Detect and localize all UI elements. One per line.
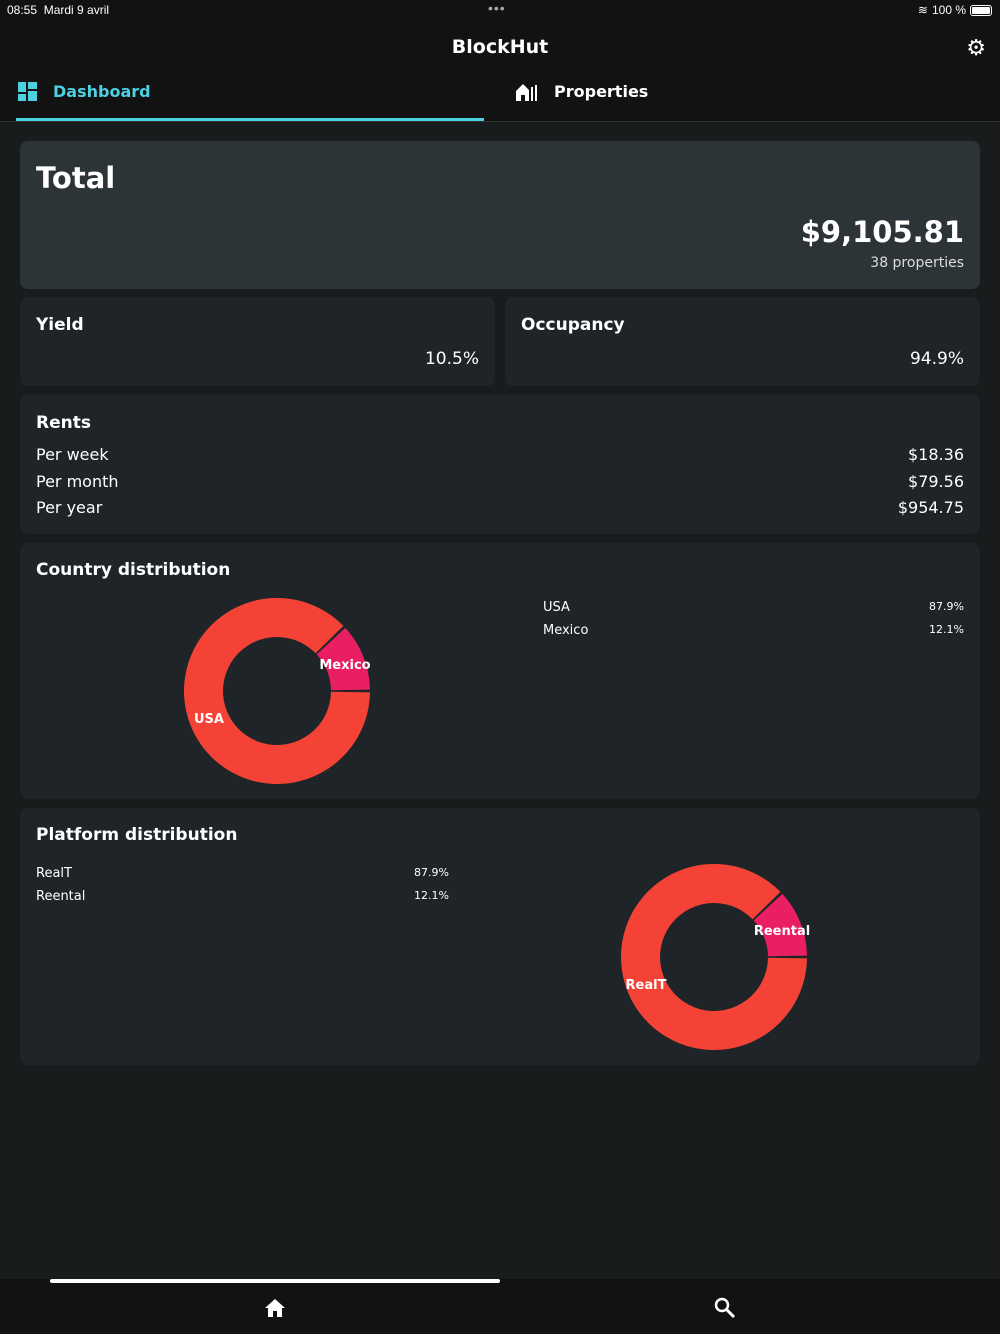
rents-card: Rents Per week $18.36 Per month $79.56 Per…	[20, 395, 980, 534]
platform-title: Platform distribution	[36, 825, 238, 845]
slice-label: Mexico	[319, 658, 370, 673]
battery-icon	[970, 4, 992, 16]
property-count: 38 properties	[870, 255, 964, 271]
donut-slice-reental	[753, 893, 807, 957]
country-title: Country distribution	[36, 560, 231, 580]
occupancy-card: Occupancy 94.9%	[505, 297, 980, 386]
yield-title: Yield	[36, 315, 84, 335]
total-title: Total	[36, 161, 116, 195]
platform-donut: RealT Reental	[621, 864, 810, 1050]
properties-icon	[516, 83, 537, 101]
tab-properties[interactable]: Properties	[516, 82, 648, 101]
wifi-icon: ≋	[917, 3, 928, 17]
occupancy-value: 94.9%	[909, 349, 964, 369]
donut-slice-realt	[621, 864, 807, 1050]
donut-slice-mexico	[316, 627, 370, 691]
rent-row: Per month $79.56	[36, 472, 964, 491]
tab-label: Properties	[554, 82, 649, 101]
rent-row: Per week $18.36	[36, 445, 964, 464]
platform-card: Platform distribution RealT 87.9% Reental…	[20, 808, 980, 1065]
gear-icon[interactable]: ⚙	[966, 36, 986, 61]
tab-label: Dashboard	[53, 82, 151, 101]
legend-item: Reental 12.1%	[36, 889, 449, 904]
active-tab-indicator	[16, 118, 484, 121]
donut-slice-usa	[183, 598, 370, 784]
selected-indicator	[50, 1279, 500, 1283]
yield-value: 10.5%	[424, 349, 479, 369]
status-time: 08:55 Mardi 9 avril	[7, 3, 110, 17]
rent-row: Per year $954.75	[36, 498, 964, 517]
rents-title: Rents	[36, 413, 91, 433]
app-header: BlockHut ⚙ Dashboard Properties	[0, 22, 1000, 122]
app-title: BlockHut	[451, 36, 549, 58]
search-icon[interactable]	[714, 1297, 736, 1319]
occupancy-title: Occupancy	[521, 315, 625, 335]
country-card: Country distribution USA Mexico USA 87.9% …	[20, 543, 980, 799]
multitask-dots[interactable]: •••	[488, 0, 506, 16]
bottom-nav	[0, 1279, 1000, 1334]
yield-card: Yield 10.5%	[20, 297, 495, 386]
tab-dashboard[interactable]: Dashboard	[18, 82, 151, 101]
dashboard-icon	[18, 82, 37, 101]
slice-label: RealT	[626, 978, 667, 993]
legend-item: USA 87.9%	[543, 600, 964, 615]
home-icon[interactable]	[264, 1298, 286, 1318]
slice-label: Reental	[754, 924, 810, 939]
status-bar: 08:55 Mardi 9 avril ••• ≋ 100 %	[0, 0, 1000, 22]
status-right: ≋ 100 %	[918, 3, 992, 17]
country-donut: USA Mexico	[183, 598, 371, 784]
slice-label: USA	[194, 712, 224, 727]
legend-item: RealT 87.9%	[36, 866, 449, 881]
legend-item: Mexico 12.1%	[543, 623, 964, 638]
total-card: Total $9,105.81 38 properties	[20, 141, 980, 289]
total-value: $9,105.81	[800, 215, 964, 249]
